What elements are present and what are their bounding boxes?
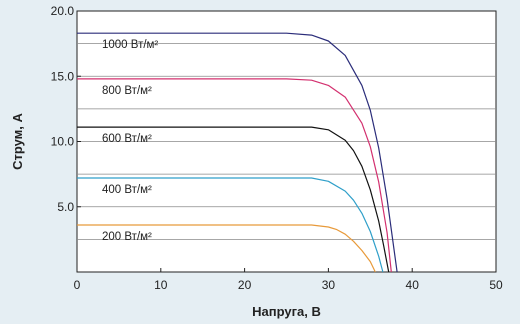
x-tick-label: 40: [406, 278, 420, 292]
x-tick-label: 0: [74, 278, 81, 292]
series-line: [77, 32, 398, 273]
x-tick-label: 10: [154, 278, 168, 292]
y-tick-label: 20.0: [51, 4, 75, 18]
series-label: 400 Вт/м²: [102, 184, 152, 196]
x-tick-label: 30: [322, 278, 336, 292]
y-axis-title: Струм, А: [10, 112, 25, 169]
x-axis-title: Напруга, В: [252, 304, 321, 319]
x-tick-label: 50: [489, 278, 503, 292]
series-line: [77, 126, 390, 273]
series-line: [77, 78, 392, 273]
y-tick-label: 10.0: [51, 135, 75, 149]
series-label: 200 Вт/м²: [102, 231, 152, 243]
series-group: 1000 Вт/м² 800 Вт/м² 600 Вт/м² 400 Вт/м² 200…: [77, 32, 398, 273]
y-tick-label: 15.0: [51, 69, 75, 83]
series-line: [77, 224, 376, 273]
series-label: 1000 Вт/м²: [102, 39, 158, 51]
x-axis-ticks: 0 10 20 30 40 50: [74, 268, 503, 292]
x-tick-label: 20: [238, 278, 252, 292]
grid-lines: [77, 43, 496, 240]
y-tick-label: 5.0: [57, 200, 74, 214]
y-axis-ticks: 5.0 10.0 15.0 20.0: [51, 4, 81, 214]
series-label: 600 Вт/м²: [102, 133, 152, 145]
series-line: [77, 177, 384, 273]
series-label: 800 Вт/м²: [102, 85, 152, 97]
